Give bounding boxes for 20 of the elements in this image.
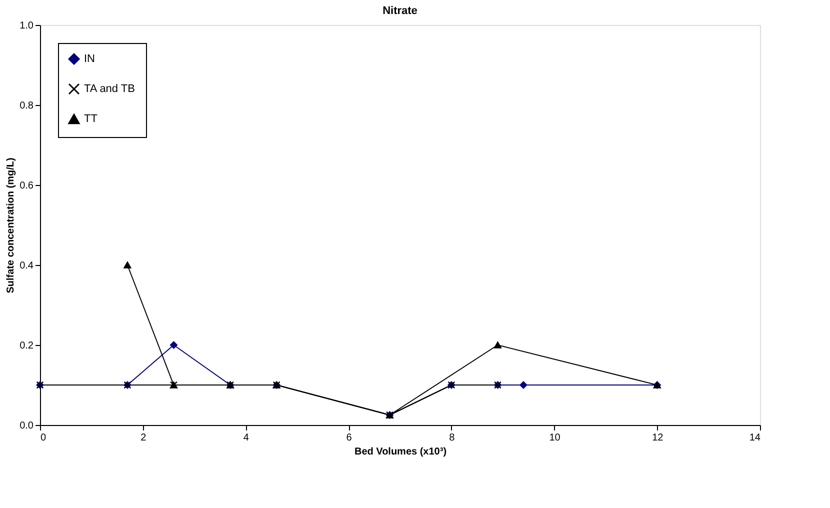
- x-tick-label: 4: [243, 432, 250, 444]
- legend-label: IN: [84, 53, 96, 65]
- x-tick-label: 12: [652, 432, 664, 444]
- y-axis-title: Sulfate concentration (mg/L): [6, 158, 17, 294]
- y-tick-label: 0.2: [20, 340, 34, 352]
- chart-title: Nitrate: [382, 5, 418, 17]
- legend-label: TT: [84, 113, 98, 125]
- y-tick-label: 0.0: [20, 420, 34, 432]
- y-tick-label: 0.4: [20, 260, 34, 272]
- x-tick-label: 14: [749, 432, 761, 444]
- x-tick-label: 6: [346, 432, 352, 444]
- x-tick-label: 8: [449, 432, 456, 444]
- x-tick-label: 2: [140, 432, 147, 444]
- y-tick-label: 1.0: [20, 20, 34, 32]
- x-axis-title: Bed Volumes (x10³): [354, 446, 447, 458]
- x-tick-label: 0: [40, 432, 46, 444]
- legend-label: TA and TB: [84, 83, 135, 95]
- y-tick-label: 0.6: [20, 180, 34, 192]
- y-tick-label: 0.8: [20, 100, 34, 112]
- x-tick-label: 10: [549, 432, 561, 444]
